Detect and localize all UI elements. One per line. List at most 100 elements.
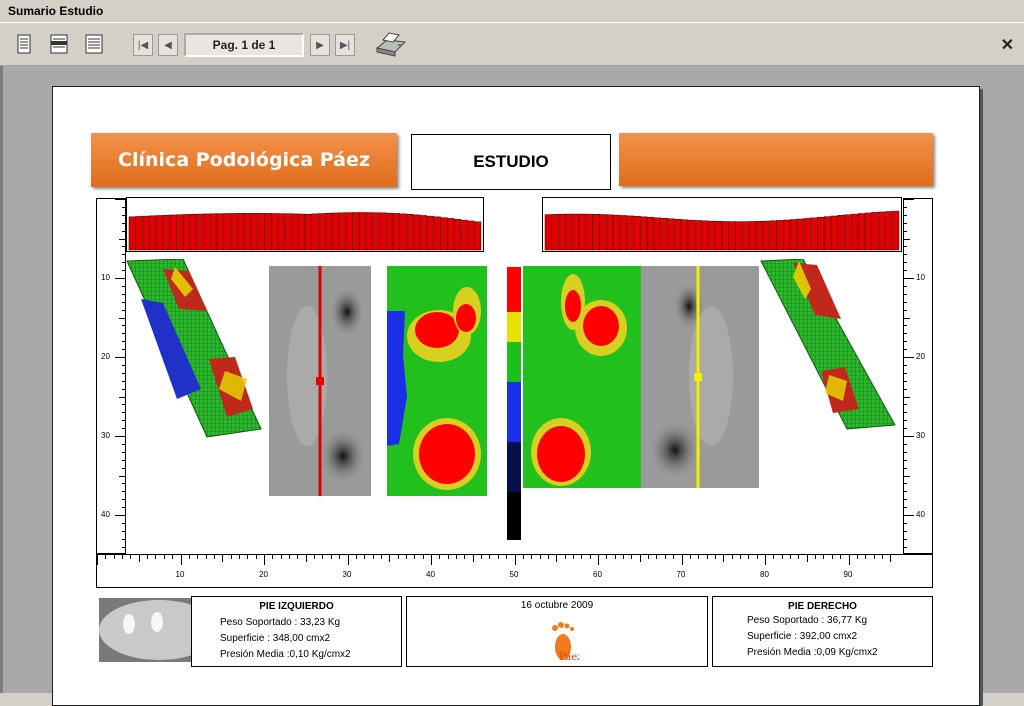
histogram-bar (223, 213, 231, 251)
ruler-tick (698, 555, 700, 559)
ruler-tick (904, 309, 907, 311)
ruler-tick (539, 555, 541, 559)
ruler-tick (506, 555, 508, 559)
ruler-tick (119, 475, 125, 477)
histogram-bar (419, 215, 428, 251)
histogram-bar (687, 219, 696, 251)
report-page: Clínica Podológica Páez ESTUDIO 10 20 30 40… (52, 86, 980, 706)
right-pressure-histogram (542, 197, 902, 252)
multi-page-icon[interactable] (84, 33, 104, 55)
histogram-bar (619, 215, 627, 251)
ruler-tick (122, 459, 125, 461)
ruler-tick (904, 364, 907, 366)
ruler-tick (122, 270, 125, 272)
close-icon[interactable]: ✕ (1000, 37, 1014, 54)
left-foot-surface: Superficie : 348,00 cmx2 (220, 633, 331, 644)
histogram-bar (325, 212, 333, 251)
histogram-bar (823, 216, 832, 251)
ruler-tick (904, 246, 907, 248)
ruler-tick (105, 555, 107, 559)
histogram-bar (748, 221, 757, 251)
ruler-tick (431, 555, 432, 565)
prev-page-button[interactable]: ◀ (158, 34, 178, 56)
ruler-tick (122, 507, 125, 509)
ruler-tick (122, 555, 124, 559)
first-page-button[interactable]: |◀ (133, 34, 153, 56)
ruler-tick (623, 555, 625, 559)
left-foot-weight: Peso Soportado : 33,23 Kg (220, 617, 341, 628)
histogram-bar (612, 214, 621, 251)
ruler-tick (122, 206, 125, 208)
page-indicator: Pag. 1 de 1 (184, 33, 304, 57)
left-foot-info: PIE IZQUIERDO Peso Soportado : 33,23 Kg … (191, 596, 402, 667)
ruler-tick (881, 555, 883, 559)
ruler-tick (681, 555, 683, 565)
histogram-bar (406, 214, 414, 251)
histogram-bar (182, 214, 191, 251)
histogram-bar (169, 214, 177, 251)
ruler-tick (731, 555, 733, 559)
ruler-tick (397, 555, 399, 559)
ruler-tick (272, 555, 274, 559)
ruler-tick (904, 214, 907, 216)
ruler-tick (904, 483, 907, 485)
ruler-tick (119, 317, 125, 319)
ruler-tick (122, 412, 125, 414)
ruler-tick (238, 555, 240, 559)
ruler-label: 20 (101, 352, 110, 361)
ruler-tick (230, 555, 232, 559)
right-foot-pressure-map (523, 266, 641, 488)
single-page-icon[interactable] (15, 33, 33, 55)
printer-icon[interactable] (373, 30, 407, 58)
ruler-tick (904, 333, 907, 335)
ruler-tick (364, 555, 366, 559)
histogram-bar (399, 213, 407, 251)
report-date: 16 octubre 2009 (520, 600, 594, 611)
ruler-label: 40 (426, 570, 435, 579)
next-page-button[interactable]: ▶ (310, 34, 330, 56)
histogram-bar (653, 217, 661, 251)
right-foot-title: PIE DERECHO (788, 601, 857, 612)
histogram-bar (551, 214, 559, 251)
ruler-tick (122, 333, 125, 335)
histogram-bar (742, 221, 750, 251)
ruler-tick (904, 285, 907, 287)
ruler-tick (904, 325, 907, 327)
histogram-bar (162, 214, 170, 251)
ruler-tick (122, 254, 125, 256)
histogram-bar (810, 217, 818, 251)
histogram-bar (473, 221, 482, 251)
ruler-tick (514, 555, 516, 565)
ruler-tick (122, 538, 125, 540)
histogram-bar (331, 212, 340, 251)
ruler-tick (422, 555, 424, 559)
ruler-tick (904, 301, 907, 303)
histogram-bar (735, 221, 743, 251)
ruler-label: 10 (175, 570, 185, 579)
ruler-tick (904, 499, 907, 501)
histogram-bar (796, 218, 804, 251)
histogram-bar (460, 219, 468, 251)
histogram-bar (633, 216, 641, 251)
ruler-tick (904, 443, 907, 445)
ruler-tick (322, 555, 324, 559)
ruler-tick (904, 278, 914, 279)
ruler-tick (748, 555, 750, 559)
histogram-bar (674, 218, 682, 251)
ruler-tick (904, 262, 907, 264)
page-width-icon[interactable] (49, 33, 69, 55)
ruler-tick (122, 222, 125, 224)
last-page-button[interactable]: ▶| (335, 34, 355, 56)
histogram-bar (216, 213, 225, 251)
ruler-tick (904, 459, 907, 461)
histogram-bar (237, 213, 245, 251)
ruler-tick (547, 555, 549, 559)
ruler-tick (188, 555, 190, 559)
ruler-tick (97, 555, 98, 565)
ruler-tick (606, 555, 608, 559)
ruler-tick (756, 555, 758, 559)
ruler-tick (414, 555, 416, 559)
histogram-bar (392, 213, 401, 251)
histogram-bar (413, 214, 421, 251)
ruler-tick (472, 555, 474, 562)
